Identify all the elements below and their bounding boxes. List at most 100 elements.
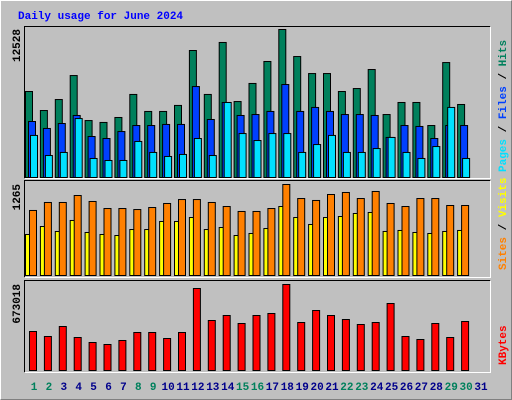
bar (341, 319, 350, 371)
bar (118, 339, 127, 372)
bar (312, 310, 321, 372)
bar (163, 338, 172, 372)
bar (402, 151, 411, 179)
bar (192, 199, 201, 277)
x-tick-label: 27 (415, 382, 428, 394)
x-tick-label: 24 (370, 382, 384, 394)
x-tick-label: 19 (296, 382, 309, 394)
bar (193, 138, 202, 178)
bar (387, 136, 396, 178)
bar (356, 323, 365, 371)
bar (207, 201, 216, 276)
bar (59, 151, 68, 179)
x-tick-label: 31 (474, 382, 488, 394)
bar (207, 319, 216, 371)
bar (372, 148, 381, 179)
bar (73, 337, 82, 371)
bar (88, 200, 97, 277)
x-tick-label: 1 (31, 382, 38, 394)
x-tick-label: 7 (120, 382, 127, 394)
bar (238, 133, 247, 178)
panel-border-dark (24, 180, 491, 278)
x-tick-label: 3 (60, 382, 67, 394)
bar (74, 118, 83, 178)
bar (222, 206, 231, 276)
bar (253, 140, 262, 178)
bar (163, 202, 172, 276)
bar (88, 342, 97, 372)
bar (282, 284, 291, 371)
bar (447, 106, 456, 178)
x-tick-label: 6 (105, 382, 112, 394)
legend-entry: Hits (498, 40, 510, 66)
bar (283, 133, 292, 178)
legend: Pages / Files / Hits (498, 40, 510, 172)
bar (356, 198, 365, 276)
panel-border-dark (24, 280, 491, 373)
x-tick-label: 26 (400, 382, 413, 394)
y-tick-label: 12528 (12, 29, 24, 62)
bar (43, 335, 52, 371)
bar (357, 151, 366, 179)
bar (119, 159, 128, 179)
bar (327, 193, 335, 276)
bar (446, 337, 455, 371)
legend-entry: Sites (498, 237, 510, 270)
x-tick-label: 29 (445, 382, 458, 394)
bar (386, 202, 395, 276)
bar (461, 320, 470, 371)
y-tick-label: 673018 (12, 284, 24, 324)
bar (179, 153, 187, 179)
bar (268, 133, 277, 178)
bar (89, 157, 98, 179)
bar (342, 151, 351, 179)
legend-entry: Pages (498, 139, 510, 172)
x-tick-label: 8 (135, 382, 142, 394)
bar (252, 210, 261, 276)
bar (237, 210, 246, 276)
x-tick-label: 21 (325, 382, 339, 394)
bar (223, 101, 232, 178)
bar (461, 205, 470, 277)
legend-separator: / (498, 66, 510, 86)
x-tick-label: 12 (191, 382, 204, 394)
chart-title: Daily usage for June 2024 (18, 11, 183, 23)
bar (401, 335, 410, 371)
bar (149, 151, 158, 179)
bar (416, 198, 425, 276)
panel-border-light (24, 26, 491, 179)
bar (446, 205, 455, 277)
bar (58, 201, 67, 276)
bar (386, 303, 395, 371)
bar (118, 208, 127, 276)
x-tick-label: 15 (236, 382, 250, 394)
legend: KBytes (498, 325, 510, 365)
x-tick-label: 16 (251, 382, 264, 394)
legend-separator: / (498, 119, 510, 139)
bar (192, 288, 201, 371)
legend-entry: KBytes (498, 325, 510, 365)
bar (417, 157, 426, 179)
bar (133, 331, 142, 371)
bar (371, 322, 380, 372)
bar (431, 323, 440, 372)
bar (178, 331, 186, 371)
bar (73, 195, 82, 276)
bar (313, 144, 322, 179)
panel-border-light (24, 280, 491, 373)
x-tick-label: 18 (281, 382, 295, 394)
x-tick-label: 2 (46, 382, 53, 394)
bar (401, 206, 410, 276)
bar (341, 191, 350, 277)
bar (282, 184, 291, 276)
panel-border-dark (24, 26, 491, 179)
bar (297, 322, 306, 372)
x-tick-label: 30 (459, 382, 472, 394)
x-tick-label: 17 (266, 382, 279, 394)
bar (297, 198, 306, 276)
bar (164, 155, 173, 179)
panel-border-light (24, 180, 491, 278)
bar (237, 323, 246, 372)
bar (133, 209, 142, 277)
bar (222, 315, 231, 371)
